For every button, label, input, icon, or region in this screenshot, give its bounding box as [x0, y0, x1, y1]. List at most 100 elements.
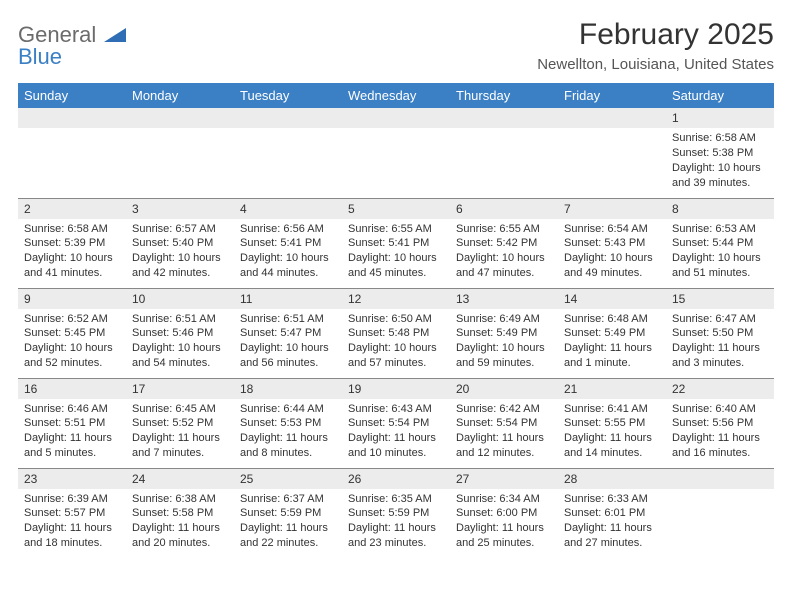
day-cell: 9Sunrise: 6:52 AMSunset: 5:45 PMDaylight…	[18, 288, 126, 378]
day-cell	[126, 108, 234, 198]
logo-text: General Blue	[18, 24, 126, 68]
sunrise-text: Sunrise: 6:44 AM	[240, 402, 336, 417]
sunrise-text: Sunrise: 6:57 AM	[132, 222, 228, 237]
day-info: Sunrise: 6:47 AMSunset: 5:50 PMDaylight:…	[666, 309, 774, 377]
daylight-text: Daylight: 11 hours and 7 minutes.	[132, 431, 228, 461]
day-info: Sunrise: 6:46 AMSunset: 5:51 PMDaylight:…	[18, 399, 126, 467]
day-cell: 5Sunrise: 6:55 AMSunset: 5:41 PMDaylight…	[342, 198, 450, 288]
sunset-text: Sunset: 5:58 PM	[132, 506, 228, 521]
daylight-text: Daylight: 10 hours and 51 minutes.	[672, 251, 768, 281]
week-row: 1Sunrise: 6:58 AMSunset: 5:38 PMDaylight…	[18, 108, 774, 198]
day-cell: 27Sunrise: 6:34 AMSunset: 6:00 PMDayligh…	[450, 468, 558, 558]
day-info: Sunrise: 6:34 AMSunset: 6:00 PMDaylight:…	[450, 489, 558, 557]
day-number: 5	[342, 199, 450, 219]
sunset-text: Sunset: 5:39 PM	[24, 236, 120, 251]
sunset-text: Sunset: 5:59 PM	[348, 506, 444, 521]
day-info: Sunrise: 6:49 AMSunset: 5:49 PMDaylight:…	[450, 309, 558, 377]
day-info: Sunrise: 6:33 AMSunset: 6:01 PMDaylight:…	[558, 489, 666, 557]
daylight-text: Daylight: 10 hours and 44 minutes.	[240, 251, 336, 281]
sunrise-text: Sunrise: 6:51 AM	[132, 312, 228, 327]
day-cell: 22 Sunrise: 6:40 AMSunset: 5:56 PMDayligh…	[666, 378, 774, 468]
header: General Blue February 2025 Newellton, Lo…	[18, 18, 774, 73]
week-row: 2Sunrise: 6:58 AMSunset: 5:39 PMDaylight…	[18, 198, 774, 288]
day-number: 17	[126, 379, 234, 399]
sunset-text: Sunset: 5:38 PM	[672, 146, 768, 161]
day-number: 18	[234, 379, 342, 399]
day-cell: 16Sunrise: 6:46 AMSunset: 5:51 PMDayligh…	[18, 378, 126, 468]
sunrise-text: Sunrise: 6:49 AM	[456, 312, 552, 327]
sunset-text: Sunset: 5:54 PM	[456, 416, 552, 431]
logo-triangle-icon	[104, 22, 126, 47]
day-number: 19	[342, 379, 450, 399]
daylight-text: Daylight: 10 hours and 49 minutes.	[564, 251, 660, 281]
sunset-text: Sunset: 5:43 PM	[564, 236, 660, 251]
empty-day-strip	[18, 108, 126, 128]
sunrise-text: Sunrise: 6:58 AM	[24, 222, 120, 237]
day-info: Sunrise: 6:58 AMSunset: 5:39 PMDaylight:…	[18, 219, 126, 287]
daylight-text: Daylight: 10 hours and 52 minutes.	[24, 341, 120, 371]
sunrise-text: Sunrise: 6:55 AM	[456, 222, 552, 237]
day-number: 23	[18, 469, 126, 489]
day-number: 4	[234, 199, 342, 219]
week-row: 16Sunrise: 6:46 AMSunset: 5:51 PMDayligh…	[18, 378, 774, 468]
daylight-text: Daylight: 10 hours and 54 minutes.	[132, 341, 228, 371]
daylight-text: Daylight: 10 hours and 39 minutes.	[672, 161, 768, 191]
sunrise-text: Sunrise: 6:46 AM	[24, 402, 120, 417]
sunset-text: Sunset: 5:56 PM	[672, 416, 768, 431]
day-cell: 24Sunrise: 6:38 AMSunset: 5:58 PMDayligh…	[126, 468, 234, 558]
day-cell	[18, 108, 126, 198]
location-subtitle: Newellton, Louisiana, United States	[537, 56, 774, 73]
sunrise-text: Sunrise: 6:54 AM	[564, 222, 660, 237]
day-info: Sunrise: 6:55 AMSunset: 5:41 PMDaylight:…	[342, 219, 450, 287]
day-info: Sunrise: 6:43 AMSunset: 5:54 PMDaylight:…	[342, 399, 450, 467]
sunset-text: Sunset: 5:47 PM	[240, 326, 336, 341]
day-number: 27	[450, 469, 558, 489]
daylight-text: Daylight: 11 hours and 22 minutes.	[240, 521, 336, 551]
week-row: 9Sunrise: 6:52 AMSunset: 5:45 PMDaylight…	[18, 288, 774, 378]
empty-day-strip	[126, 108, 234, 128]
logo: General Blue	[18, 18, 126, 68]
daylight-text: Daylight: 11 hours and 1 minute.	[564, 341, 660, 371]
day-cell: 26Sunrise: 6:35 AMSunset: 5:59 PMDayligh…	[342, 468, 450, 558]
day-cell: 4Sunrise: 6:56 AMSunset: 5:41 PMDaylight…	[234, 198, 342, 288]
sunrise-text: Sunrise: 6:52 AM	[24, 312, 120, 327]
day-number: 14	[558, 289, 666, 309]
sunrise-text: Sunrise: 6:53 AM	[672, 222, 768, 237]
day-info: Sunrise: 6:41 AMSunset: 5:55 PMDaylight:…	[558, 399, 666, 467]
day-number: 26	[342, 469, 450, 489]
sunset-text: Sunset: 5:53 PM	[240, 416, 336, 431]
daylight-text: Daylight: 11 hours and 10 minutes.	[348, 431, 444, 461]
day-number: 13	[450, 289, 558, 309]
day-cell: 23Sunrise: 6:39 AMSunset: 5:57 PMDayligh…	[18, 468, 126, 558]
day-cell: 6Sunrise: 6:55 AMSunset: 5:42 PMDaylight…	[450, 198, 558, 288]
daylight-text: Daylight: 11 hours and 14 minutes.	[564, 431, 660, 461]
sunrise-text: Sunrise: 6:33 AM	[564, 492, 660, 507]
sunrise-text: Sunrise: 6:55 AM	[348, 222, 444, 237]
day-cell: 28Sunrise: 6:33 AMSunset: 6:01 PMDayligh…	[558, 468, 666, 558]
day-cell: 2Sunrise: 6:58 AMSunset: 5:39 PMDaylight…	[18, 198, 126, 288]
day-number: 6	[450, 199, 558, 219]
day-info: Sunrise: 6:56 AMSunset: 5:41 PMDaylight:…	[234, 219, 342, 287]
col-monday: Monday	[126, 83, 234, 108]
day-info: Sunrise: 6:53 AMSunset: 5:44 PMDaylight:…	[666, 219, 774, 287]
day-cell: 13Sunrise: 6:49 AMSunset: 5:49 PMDayligh…	[450, 288, 558, 378]
day-number: 8	[666, 199, 774, 219]
day-cell: 11Sunrise: 6:51 AMSunset: 5:47 PMDayligh…	[234, 288, 342, 378]
daylight-text: Daylight: 11 hours and 3 minutes.	[672, 341, 768, 371]
daylight-text: Daylight: 10 hours and 56 minutes.	[240, 341, 336, 371]
sunset-text: Sunset: 5:49 PM	[564, 326, 660, 341]
calendar-table: Sunday Monday Tuesday Wednesday Thursday…	[18, 83, 774, 558]
sunrise-text: Sunrise: 6:40 AM	[672, 402, 768, 417]
daylight-text: Daylight: 11 hours and 16 minutes.	[672, 431, 768, 461]
sunrise-text: Sunrise: 6:38 AM	[132, 492, 228, 507]
day-number: 22	[666, 379, 774, 399]
day-cell: 1Sunrise: 6:58 AMSunset: 5:38 PMDaylight…	[666, 108, 774, 198]
sunrise-text: Sunrise: 6:35 AM	[348, 492, 444, 507]
day-number: 12	[342, 289, 450, 309]
day-number: 7	[558, 199, 666, 219]
day-number: 3	[126, 199, 234, 219]
sunrise-text: Sunrise: 6:56 AM	[240, 222, 336, 237]
sunset-text: Sunset: 6:00 PM	[456, 506, 552, 521]
daylight-text: Daylight: 10 hours and 42 minutes.	[132, 251, 228, 281]
day-info: Sunrise: 6:45 AMSunset: 5:52 PMDaylight:…	[126, 399, 234, 467]
